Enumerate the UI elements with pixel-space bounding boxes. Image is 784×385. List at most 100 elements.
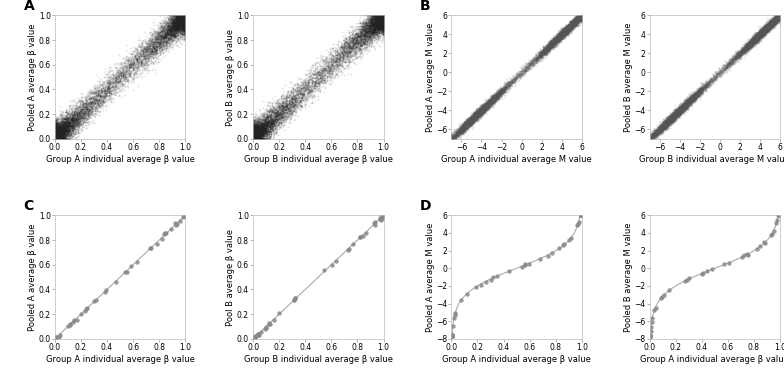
- Point: [753, 30, 766, 36]
- Point: [653, 126, 666, 132]
- Point: [546, 41, 559, 47]
- Point: [762, 23, 775, 29]
- Point: [162, 35, 174, 41]
- Point: [684, 99, 696, 105]
- Point: [509, 74, 521, 80]
- Point: [57, 113, 70, 119]
- Point: [765, 21, 778, 27]
- Point: [655, 125, 667, 131]
- Point: [247, 127, 260, 133]
- Point: [471, 112, 484, 119]
- Point: [175, 22, 187, 28]
- Point: [170, 20, 183, 26]
- Point: [575, 12, 588, 18]
- Point: [74, 116, 86, 122]
- Point: [253, 124, 266, 130]
- Point: [73, 114, 85, 120]
- Point: [249, 136, 262, 142]
- Point: [468, 114, 481, 120]
- Point: [646, 132, 659, 139]
- Point: [367, 14, 379, 20]
- Point: [251, 120, 263, 126]
- Point: [575, 12, 588, 18]
- Point: [571, 17, 583, 23]
- Point: [529, 51, 542, 57]
- Point: [457, 130, 470, 136]
- Point: [763, 29, 775, 35]
- Point: [463, 118, 476, 124]
- Point: [359, 28, 372, 35]
- Point: [107, 71, 119, 77]
- Point: [358, 20, 370, 26]
- Point: [575, 14, 588, 20]
- Point: [49, 136, 61, 142]
- Point: [764, 19, 777, 25]
- Point: [660, 116, 673, 122]
- Point: [247, 136, 260, 142]
- Point: [49, 126, 62, 132]
- Point: [366, 27, 379, 33]
- Point: [253, 126, 266, 132]
- Point: [285, 109, 298, 115]
- Point: [758, 27, 771, 33]
- Point: [49, 136, 61, 142]
- Point: [487, 97, 499, 103]
- Point: [498, 84, 510, 90]
- Point: [294, 90, 307, 96]
- Point: [495, 87, 507, 93]
- Point: [718, 70, 731, 76]
- Point: [167, 16, 180, 22]
- Point: [455, 127, 467, 134]
- Point: [450, 127, 463, 134]
- Point: [53, 123, 65, 129]
- Point: [575, 15, 588, 22]
- Point: [475, 104, 488, 110]
- Point: [51, 125, 64, 131]
- Point: [179, 17, 191, 23]
- Point: [366, 12, 379, 18]
- Point: [487, 94, 499, 100]
- Point: [558, 32, 571, 38]
- Point: [256, 126, 268, 132]
- Point: [373, 25, 386, 31]
- Point: [71, 117, 84, 123]
- Point: [377, 20, 390, 26]
- Point: [466, 121, 478, 127]
- Point: [546, 43, 558, 49]
- Point: [470, 107, 483, 114]
- Point: [79, 95, 92, 102]
- Point: [764, 23, 776, 29]
- Point: [650, 135, 662, 141]
- Point: [749, 35, 761, 41]
- Point: [256, 131, 269, 137]
- Point: [255, 129, 267, 136]
- Point: [377, 12, 390, 18]
- Point: [571, 20, 583, 26]
- Point: [135, 57, 147, 63]
- Point: [674, 107, 687, 114]
- Point: [456, 123, 468, 129]
- Point: [297, 77, 310, 84]
- Point: [560, 30, 572, 36]
- Point: [66, 127, 78, 134]
- Point: [668, 114, 681, 120]
- Point: [750, 31, 763, 37]
- Point: [377, 13, 390, 20]
- Point: [536, 51, 549, 57]
- Point: [377, 12, 390, 18]
- Point: [739, 44, 751, 50]
- Point: [669, 110, 681, 117]
- Point: [70, 123, 82, 129]
- Point: [568, 22, 581, 28]
- Point: [659, 119, 672, 125]
- Point: [261, 133, 274, 139]
- Point: [106, 72, 118, 79]
- Point: [295, 103, 307, 109]
- Point: [71, 114, 84, 120]
- Point: [492, 88, 505, 94]
- Point: [375, 12, 387, 18]
- Point: [770, 12, 782, 18]
- Point: [50, 131, 63, 137]
- Point: [466, 116, 479, 122]
- Point: [662, 115, 674, 121]
